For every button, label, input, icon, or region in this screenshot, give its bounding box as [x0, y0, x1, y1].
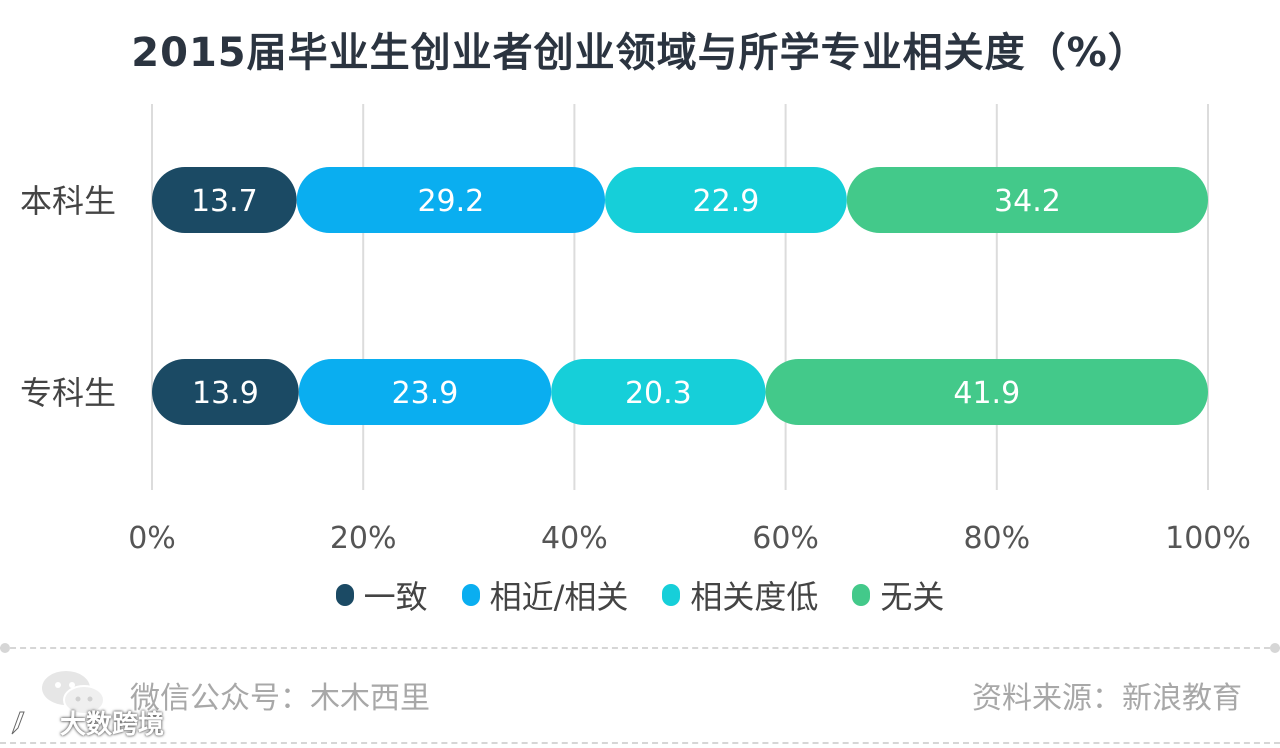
- chart-legend: 一致 相近/相关 相关度低 无关: [0, 572, 1280, 618]
- bar-segment: [298, 359, 552, 425]
- bottom-divider: [0, 742, 1280, 744]
- legend-item: 无关: [852, 572, 944, 618]
- bar-segment: [152, 167, 297, 233]
- x-tick-label: 20%: [330, 521, 397, 556]
- legend-swatch: [662, 584, 681, 606]
- watermark: 大数跨境: [8, 704, 164, 741]
- legend-label: 无关: [880, 578, 945, 616]
- legend-item: 相近/相关: [461, 572, 629, 618]
- bar-segment: [296, 167, 606, 233]
- x-tick-label: 40%: [541, 521, 608, 556]
- legend-item: 一致: [335, 572, 428, 618]
- x-tick-label: 100%: [1165, 521, 1251, 556]
- bar-segment: [765, 359, 1208, 425]
- footer-divider: [0, 647, 1280, 649]
- legend-swatch: [852, 584, 871, 606]
- wechat-icon: [42, 671, 105, 715]
- bar-segment: [152, 359, 299, 425]
- data-label: 20.3: [625, 376, 692, 411]
- footer-source-wechat: 微信公众号：木木西里: [130, 681, 430, 716]
- data-label: 13.7: [191, 184, 258, 219]
- data-label: 13.9: [192, 376, 259, 411]
- legend-item: 相关度低: [662, 572, 818, 618]
- x-tick-label: 0%: [128, 521, 176, 556]
- data-label: 41.9: [953, 376, 1020, 411]
- watermark-text: 大数跨境: [60, 710, 165, 740]
- chart-title: 2015届毕业生创业者创业领域与所学专业相关度（%）: [131, 30, 1149, 76]
- category-label: 本科生: [20, 182, 116, 220]
- category-label: 专科生: [20, 374, 116, 412]
- divider-dot-right: [1270, 643, 1280, 653]
- footer-data-source: 资料来源：新浪教育: [972, 681, 1242, 716]
- data-label: 22.9: [693, 184, 760, 219]
- bar-segment: [846, 167, 1208, 233]
- bar-segment: [605, 167, 847, 233]
- legend-swatch: [335, 584, 354, 606]
- divider-dot-left: [0, 643, 10, 653]
- data-label: 23.9: [392, 376, 459, 411]
- legend-label: 相近/相关: [489, 578, 629, 616]
- x-tick-label: 80%: [963, 521, 1030, 556]
- legend-label: 一致: [363, 578, 428, 616]
- watermark-logo-icon: [11, 711, 54, 734]
- x-tick-label: 60%: [752, 521, 819, 556]
- data-label: 29.2: [417, 184, 484, 219]
- legend-label: 相关度低: [690, 578, 819, 616]
- legend-swatch: [461, 584, 480, 606]
- data-label: 34.2: [994, 184, 1061, 219]
- bar-segment: [551, 359, 766, 425]
